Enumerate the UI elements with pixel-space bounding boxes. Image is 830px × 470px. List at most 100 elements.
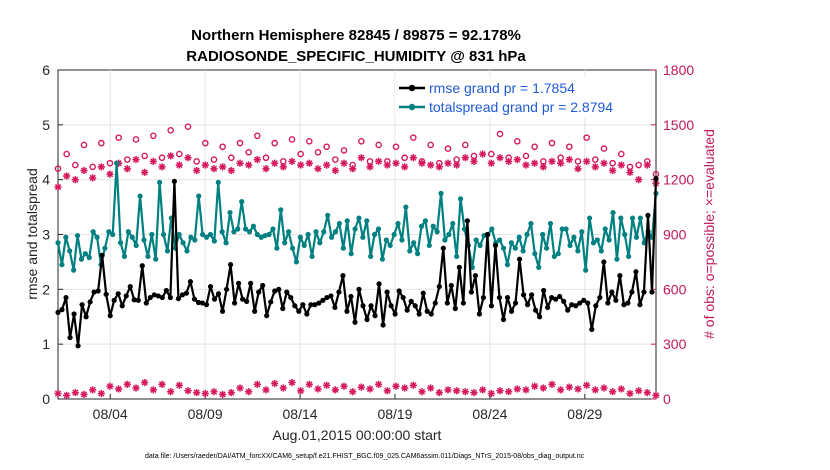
spread-point bbox=[286, 229, 292, 235]
obs-evaluated-marker bbox=[531, 159, 539, 167]
rmse-point bbox=[420, 290, 426, 296]
obs-evaluated-marker bbox=[305, 159, 313, 167]
spread-point bbox=[102, 245, 108, 251]
spread-point bbox=[325, 212, 331, 218]
spread-point bbox=[454, 253, 460, 260]
spread-point bbox=[235, 226, 241, 232]
asterisk-stroke bbox=[652, 392, 660, 399]
spread-point bbox=[219, 229, 225, 235]
obs-evaluated-marker bbox=[479, 150, 487, 158]
spread-point bbox=[254, 231, 260, 238]
obs-possible-marker bbox=[609, 159, 616, 167]
spread-point bbox=[430, 223, 436, 229]
obs-possible-marker bbox=[618, 150, 625, 158]
spread-point bbox=[500, 245, 507, 251]
obs-possible-marker bbox=[462, 141, 469, 149]
spread-point bbox=[250, 223, 257, 229]
spread-point bbox=[289, 245, 296, 251]
obs-evaluated-marker bbox=[565, 383, 573, 391]
spread-point bbox=[622, 231, 628, 238]
asterisk-stroke bbox=[262, 386, 270, 393]
y-tick-label: 0 bbox=[42, 391, 50, 407]
y2-tick-label: 600 bbox=[663, 281, 687, 297]
obs-possible-marker bbox=[176, 150, 183, 158]
obs-evaluated-marker bbox=[548, 380, 556, 388]
asterisk-stroke bbox=[644, 161, 651, 169]
rmse-point bbox=[537, 314, 543, 320]
obs-evaluated-marker bbox=[461, 154, 469, 162]
rmse-point bbox=[577, 300, 583, 306]
spread-point bbox=[274, 245, 280, 251]
asterisk-stroke bbox=[210, 388, 218, 395]
asterisk-stroke bbox=[574, 165, 582, 172]
rmse-point bbox=[203, 302, 210, 308]
rmse-point bbox=[59, 307, 65, 313]
rmse-point bbox=[360, 303, 366, 309]
obs-evaluated-marker bbox=[279, 163, 287, 171]
asterisk-stroke bbox=[349, 165, 356, 172]
obs-evaluated-marker bbox=[392, 382, 400, 390]
obs-evaluated-marker bbox=[461, 388, 469, 396]
rmse-point bbox=[219, 308, 226, 314]
rmse-point bbox=[516, 256, 523, 262]
asterisk-stroke bbox=[392, 383, 400, 390]
rmse-point bbox=[553, 296, 559, 302]
asterisk-stroke bbox=[219, 163, 226, 170]
asterisk-stroke bbox=[444, 386, 452, 393]
spread-point bbox=[82, 251, 88, 257]
asterisk-stroke bbox=[202, 390, 209, 397]
rmse-point bbox=[440, 245, 446, 251]
obs-evaluated-marker bbox=[132, 155, 140, 164]
asterisk-stroke bbox=[462, 388, 469, 395]
rmse-point bbox=[424, 308, 430, 314]
spread-point bbox=[74, 232, 81, 239]
obs-evaluated-marker bbox=[323, 381, 331, 389]
obs-evaluated-marker bbox=[158, 380, 166, 388]
obs-evaluated-marker bbox=[548, 157, 556, 165]
rmse-point bbox=[288, 294, 294, 301]
rmse-point bbox=[641, 289, 647, 295]
rmse-point bbox=[613, 297, 619, 303]
obs-evaluated-marker bbox=[297, 387, 305, 395]
spread-point bbox=[379, 256, 386, 262]
obs-possible-marker bbox=[401, 154, 408, 162]
y-tick-label: 4 bbox=[42, 172, 50, 188]
asterisk-stroke bbox=[583, 382, 590, 389]
spread-point bbox=[117, 240, 124, 246]
x-axis-label: Aug.01,2015 00:00:00 start bbox=[273, 427, 442, 443]
rmse-point bbox=[63, 294, 69, 301]
rmse-point bbox=[645, 212, 651, 218]
asterisk-stroke bbox=[453, 387, 460, 394]
obs-possible-marker bbox=[340, 147, 348, 154]
rmse-point bbox=[464, 218, 470, 224]
obs-evaluated-marker bbox=[418, 388, 426, 396]
spread-point bbox=[270, 226, 276, 232]
rmse-point bbox=[344, 308, 350, 314]
obs-evaluated-marker bbox=[149, 386, 157, 394]
spread-point bbox=[524, 231, 530, 238]
asterisk-stroke bbox=[496, 154, 504, 161]
rmse-point bbox=[532, 307, 539, 313]
obs-evaluated-marker bbox=[375, 380, 383, 388]
legend-spread-marker bbox=[408, 103, 416, 111]
obs-evaluated-marker bbox=[54, 183, 62, 191]
obs-possible-marker bbox=[202, 139, 209, 147]
rmse-point bbox=[436, 283, 442, 290]
obs-evaluated-marker bbox=[149, 157, 157, 165]
obs-possible-marker bbox=[522, 152, 530, 160]
rmse-point bbox=[240, 296, 246, 302]
spread-point bbox=[223, 240, 229, 246]
x-tick-label: 08/24 bbox=[472, 406, 507, 422]
spread-point bbox=[438, 190, 444, 196]
rmse-point bbox=[107, 313, 113, 319]
spread-point bbox=[352, 226, 358, 232]
asterisk-stroke bbox=[514, 156, 521, 163]
y2-axis-label: # of obs: o=possible; ×=evaluated bbox=[701, 129, 717, 339]
spread-point bbox=[614, 256, 620, 262]
rmse-point bbox=[512, 300, 519, 306]
obs-evaluated-marker bbox=[565, 155, 573, 164]
obs-markers bbox=[54, 110, 660, 399]
spread-point bbox=[215, 179, 221, 186]
obs-evaluated-marker bbox=[63, 391, 71, 399]
